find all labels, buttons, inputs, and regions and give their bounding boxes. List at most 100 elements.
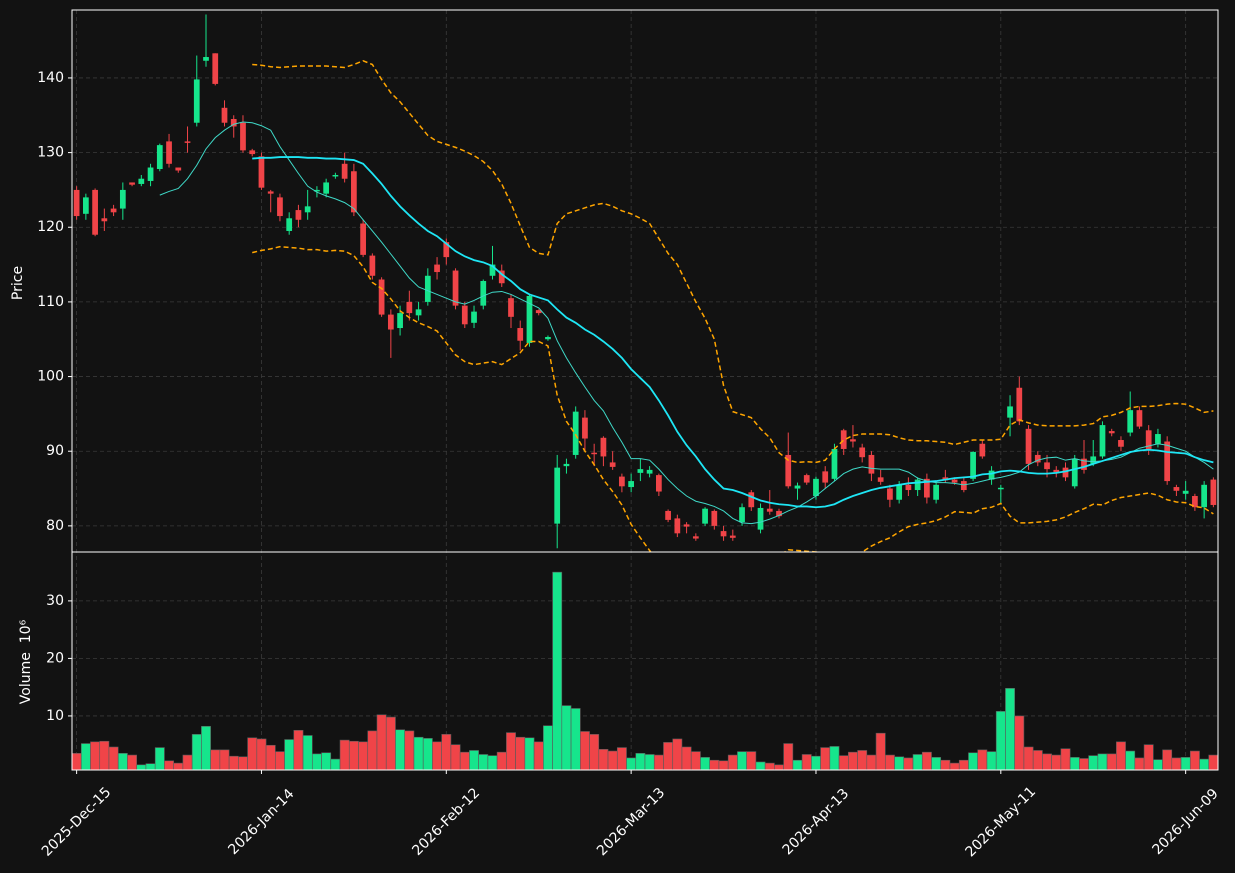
overlay-line xyxy=(159,121,1214,525)
candle-body xyxy=(1201,484,1208,508)
volume-bar xyxy=(1051,754,1062,770)
volume-bar xyxy=(848,751,858,770)
volume-bar xyxy=(117,753,128,770)
candle-body xyxy=(203,57,209,61)
candle-body xyxy=(1173,487,1180,491)
candle-body xyxy=(600,437,607,457)
y-axis-title: Price xyxy=(10,266,26,300)
volume-bar xyxy=(1162,749,1173,770)
candle-body xyxy=(286,218,293,231)
candle-body xyxy=(258,156,265,188)
candle-body xyxy=(535,310,542,314)
candle-body xyxy=(101,218,108,222)
candle-body xyxy=(92,189,98,235)
candle-body xyxy=(554,467,561,524)
candle-body xyxy=(563,463,570,467)
volume-bar xyxy=(653,754,664,770)
volume-bar xyxy=(127,754,137,770)
volume-bar xyxy=(580,731,590,770)
volume-bar xyxy=(275,751,285,770)
volume-bar xyxy=(801,754,812,770)
volume-bar xyxy=(164,760,174,770)
volume-bar xyxy=(1014,715,1025,770)
volume-bar xyxy=(995,711,1006,770)
candle-body xyxy=(508,298,514,317)
volume-bar xyxy=(921,751,932,770)
candle-body xyxy=(1062,467,1069,478)
candle-body xyxy=(933,484,939,500)
volume-bar xyxy=(432,741,442,770)
volume-bar xyxy=(903,757,914,770)
candle-body xyxy=(665,510,671,520)
volume-bar xyxy=(487,755,498,770)
overlay-line xyxy=(252,245,1214,552)
volume-bar xyxy=(857,750,868,770)
candle-body xyxy=(314,189,320,192)
volume-bar xyxy=(598,748,609,770)
volume-bar xyxy=(1180,757,1191,770)
candle-body xyxy=(970,451,976,479)
candle-body xyxy=(831,448,838,479)
volume-bar xyxy=(607,750,618,770)
candle-body xyxy=(221,107,228,123)
volume-bar xyxy=(478,754,489,770)
volume-bar xyxy=(533,741,544,770)
volume-bar xyxy=(1060,748,1071,770)
volume-bar xyxy=(811,755,821,770)
candle-body xyxy=(461,305,468,325)
overlay-line xyxy=(252,156,1214,509)
candle-body xyxy=(591,452,598,455)
volume-bar xyxy=(838,755,849,770)
candle-body xyxy=(351,171,357,213)
volume-panel xyxy=(72,571,1218,770)
candle-body xyxy=(1090,456,1097,464)
candle-body xyxy=(517,328,524,341)
candle-body xyxy=(1145,430,1152,449)
candle-body xyxy=(332,174,339,177)
candle-body xyxy=(1071,458,1078,487)
overlay-line xyxy=(252,59,1214,464)
candle-body xyxy=(323,182,330,194)
volume-bar xyxy=(459,751,470,770)
candle-body xyxy=(850,439,856,442)
volume-bar xyxy=(755,761,766,770)
volume-bar xyxy=(681,746,692,770)
volume-bar xyxy=(339,739,350,770)
candle-body xyxy=(489,264,496,276)
volume-bar xyxy=(395,729,406,770)
volume-bar xyxy=(1106,753,1117,770)
candle-body xyxy=(452,270,459,306)
volume-bar xyxy=(1116,741,1126,770)
candle-body xyxy=(637,469,644,473)
volume-bar xyxy=(422,738,433,770)
volume-bar xyxy=(358,741,369,770)
candle-body xyxy=(1016,387,1023,422)
volume-bar xyxy=(496,751,507,770)
volume-bar xyxy=(635,753,646,770)
candle-body xyxy=(729,535,736,538)
candle-body xyxy=(1108,431,1115,434)
volume-bar xyxy=(774,764,784,770)
y-tick-label: 120 xyxy=(37,219,64,235)
candle-body xyxy=(424,275,431,302)
volume-bar xyxy=(1171,757,1182,770)
candle-body xyxy=(156,145,163,170)
volume-bar xyxy=(940,759,951,770)
candle-body xyxy=(609,462,616,467)
candle-body xyxy=(988,470,995,480)
volume-bar xyxy=(1153,759,1163,770)
volume-bar xyxy=(1079,758,1089,770)
candle-body xyxy=(387,314,394,330)
candle-body xyxy=(341,163,348,179)
volume-bar xyxy=(404,730,415,770)
volume-bar xyxy=(616,747,627,770)
volume-bar xyxy=(543,725,553,770)
candle-body xyxy=(1081,458,1087,470)
volume-bar xyxy=(284,739,295,770)
candle-body xyxy=(1099,425,1106,457)
volume-bar xyxy=(90,741,101,770)
candle-body xyxy=(147,167,154,181)
candle-body xyxy=(646,469,653,474)
volume-bar xyxy=(1069,757,1080,770)
